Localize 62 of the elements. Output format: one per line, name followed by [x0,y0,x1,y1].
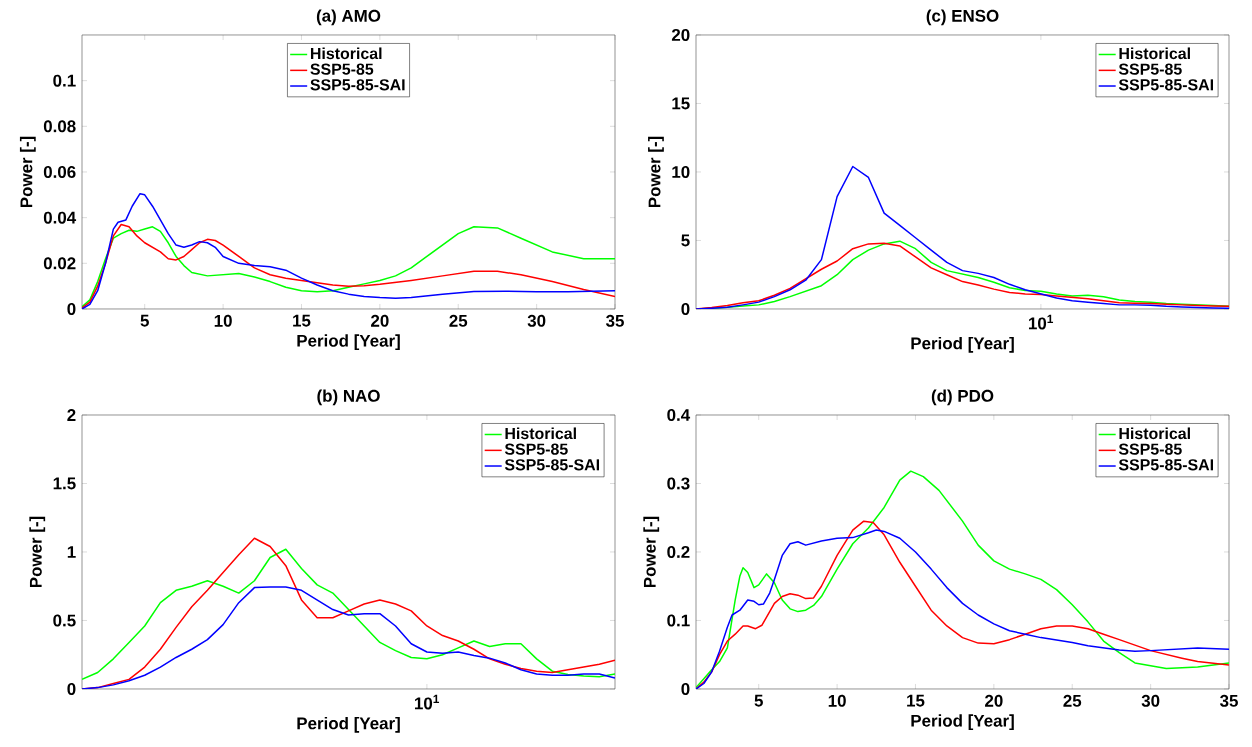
y-axis-title: Power [-] [648,136,664,208]
legend-label: SSP5-85-SAI [310,79,405,91]
y-tick-label: 0 [67,302,76,315]
y-tick-label: 0.1 [667,614,690,627]
x-tick-label: 10$^{1}$ [414,694,440,710]
legend-label: Historical [310,47,382,60]
y-tick-label: 10 [672,165,690,178]
y-tick-label: 0.08 [43,120,76,133]
y-tick-label: 0.04 [43,211,77,224]
y-tick-label: 0.02 [43,257,76,270]
y-axis-title: Power [-] [19,136,36,208]
x-tick-label: 25 [449,314,468,327]
y-tick-label: 0 [67,682,76,695]
x-tick-label: 15 [293,314,311,327]
legend-label: SSP5-85 [504,443,568,455]
y-tick-label: 0.2 [667,545,690,558]
x-tick-label: 30 [1141,694,1160,707]
legend-label: SSP5-85 [1118,443,1182,455]
legend-label: Historical [505,427,576,440]
y-tick-label: 1 [67,546,76,558]
x-tick-label: 5 [754,694,763,707]
y-tick-label: 0.4 [667,408,691,421]
y-axis-title: Power [-] [29,516,46,588]
legend-label: Historical [1119,427,1190,440]
x-tick-label: 20 [371,314,389,327]
y-tick-label: 15 [672,97,690,110]
y-axis-title: Power [-] [643,516,660,588]
x-tick-label: 15 [907,694,925,707]
chart-title: (b) NAO [317,389,380,406]
y-tick-label: 5 [681,234,690,247]
x-axis-title: Period [Year] [297,334,400,351]
legend-label: SSP5-85 [310,63,374,75]
y-tick-label: 20 [671,28,690,41]
legend-label: SSP5-85-SAI [504,459,600,471]
x-tick-label: 35 [605,314,624,327]
y-tick-label: 2 [67,409,76,421]
legend-label: SSP5-85-SAI [1118,459,1214,471]
legend-label: SSP5-85-SAI [1118,79,1214,91]
legend-label: SSP5-85 [1118,63,1182,75]
y-tick-label: 1.5 [53,477,76,490]
y-tick-label: 0.06 [43,165,76,178]
x-tick-label: 20 [985,694,1003,707]
x-axis-title: Period [Year] [297,716,400,733]
y-tick-label: 0 [681,682,690,695]
x-tick-label: 10 [214,314,232,327]
x-tick-label: 35 [1219,694,1238,707]
y-tick-label: 0 [681,302,690,315]
line-series [696,470,1230,689]
x-tick-label: 25 [1063,694,1082,707]
y-tick-label: 0.1 [53,74,76,87]
x-axis-title: Period [Year] [911,714,1014,731]
x-axis-title: Period [Year] [911,336,1014,353]
x-tick-label: 30 [527,314,546,327]
y-tick-label: 0.5 [53,614,76,627]
x-tick-label: 10$^{1}$ [1028,314,1054,330]
chart-title: (d) PDO [931,389,994,406]
y-tick-label: 0.3 [667,477,690,490]
x-tick-label: 5 [140,314,149,327]
chart-title: (a) AMO [316,9,381,26]
x-tick-label: 10 [828,694,846,707]
legend-label: Historical [1119,47,1190,60]
chart-title: (c) ENSO [926,9,999,26]
